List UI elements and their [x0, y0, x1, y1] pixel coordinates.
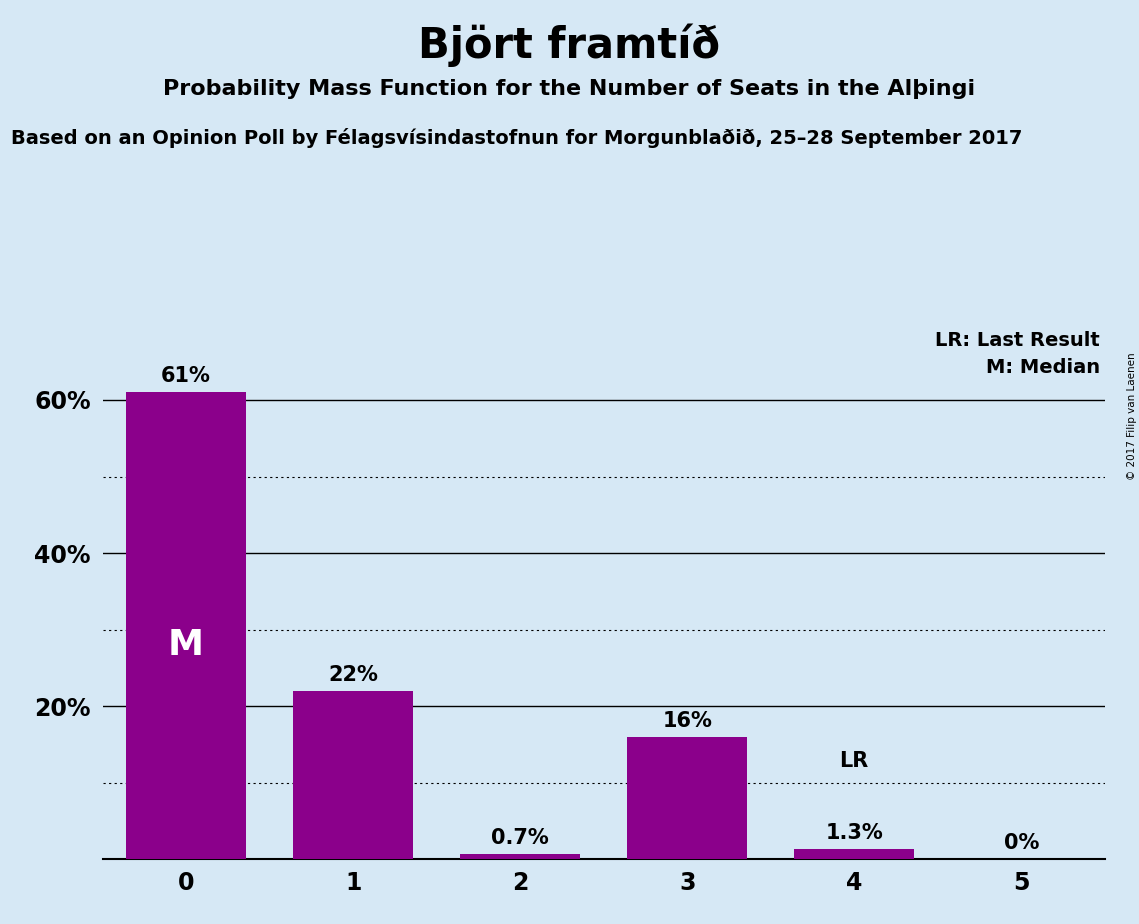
Text: Probability Mass Function for the Number of Seats in the Alþingi: Probability Mass Function for the Number…: [163, 79, 976, 99]
Text: Björt framtíð: Björt framtíð: [418, 23, 721, 67]
Text: 0.7%: 0.7%: [491, 828, 549, 848]
Text: LR: LR: [839, 751, 869, 772]
Text: © 2017 Filip van Laenen: © 2017 Filip van Laenen: [1126, 352, 1137, 480]
Bar: [794, 849, 915, 859]
Text: M: M: [169, 628, 204, 662]
Text: M: Median: M: Median: [985, 359, 1100, 377]
Text: 1.3%: 1.3%: [826, 823, 883, 844]
Bar: [460, 854, 580, 859]
Bar: [126, 393, 246, 859]
Text: 22%: 22%: [328, 664, 378, 685]
Text: 16%: 16%: [662, 711, 712, 731]
Text: 61%: 61%: [161, 366, 211, 386]
Bar: [293, 691, 413, 859]
Text: LR: Last Result: LR: Last Result: [935, 332, 1100, 350]
Text: Based on an Opinion Poll by Félagsvísindastofnun for Morgunblaðið, 25–28 Septemb: Based on an Opinion Poll by Félagsvísind…: [11, 128, 1023, 148]
Bar: [628, 736, 747, 859]
Text: 0%: 0%: [1003, 833, 1039, 853]
